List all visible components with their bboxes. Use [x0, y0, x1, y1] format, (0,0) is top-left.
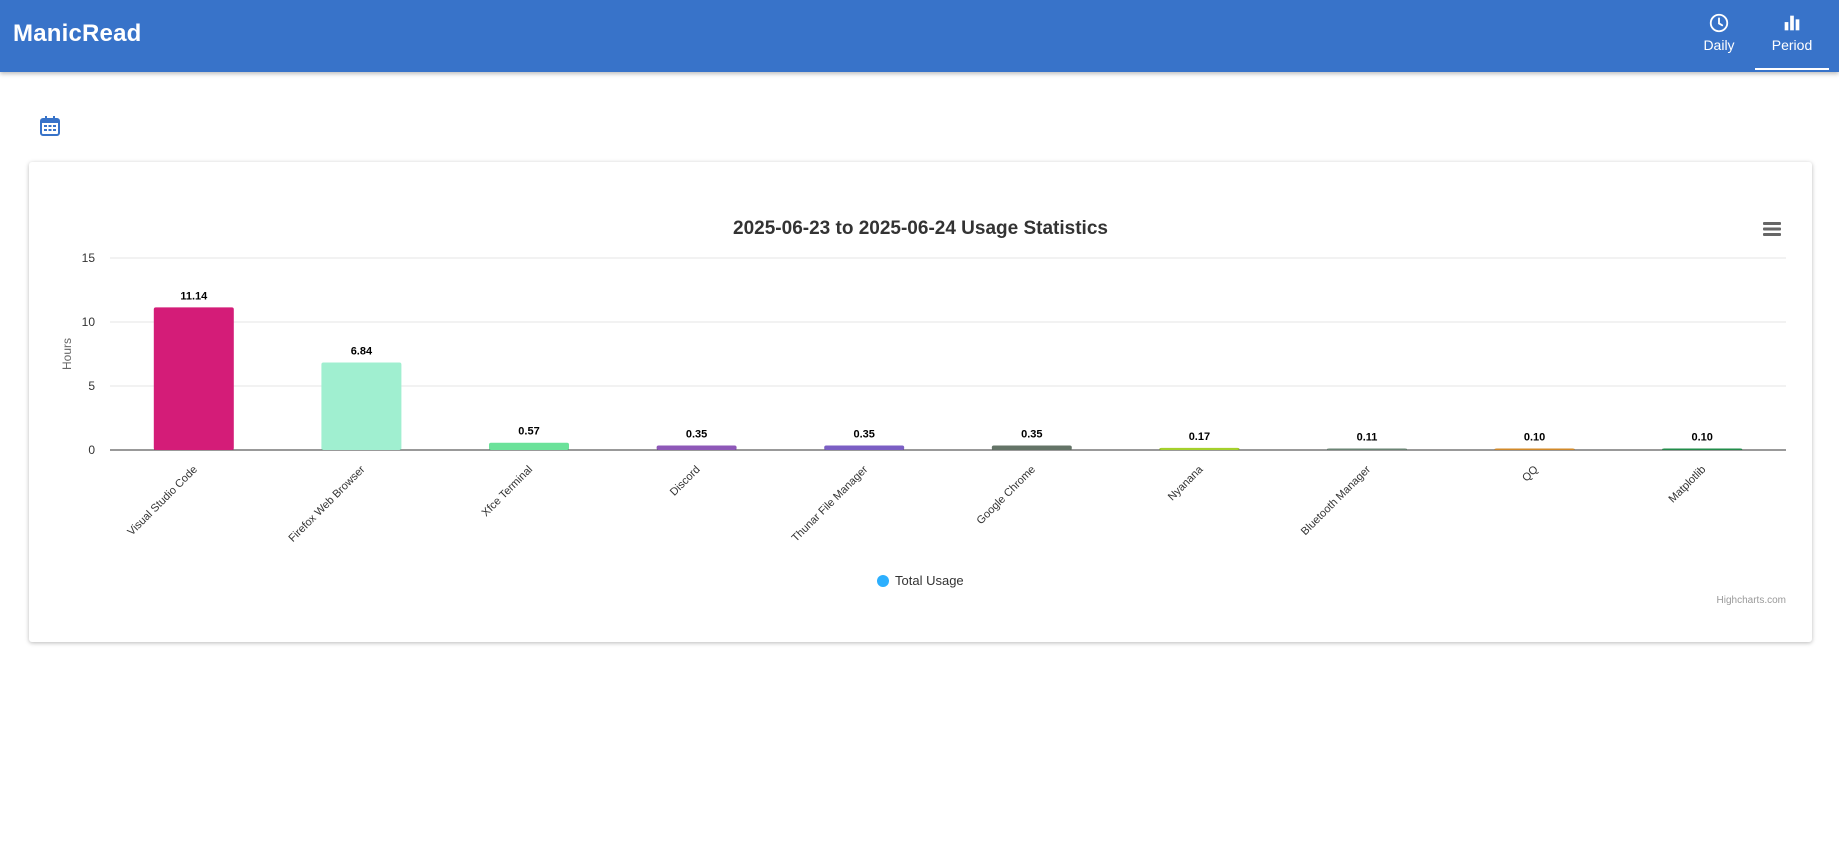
data-label: 0.35	[686, 429, 707, 441]
bar	[1159, 447, 1240, 450]
x-tick-label: QQ	[1520, 463, 1541, 484]
chart-title: 2025-06-23 to 2025-06-24 Usage Statistic…	[733, 218, 1108, 239]
legend-label: Total Usage	[895, 573, 964, 588]
bar	[824, 445, 905, 450]
y-tick-label: 15	[82, 251, 96, 265]
calendar-button[interactable]	[38, 114, 62, 138]
bar	[321, 362, 402, 450]
x-tick-label: Nyanana	[1166, 463, 1206, 503]
chart-menu-icon[interactable]	[1762, 220, 1782, 238]
legend-marker	[877, 575, 889, 587]
bar	[1327, 448, 1407, 450]
data-label: 11.14	[180, 290, 208, 302]
data-label: 0.10	[1691, 432, 1712, 444]
credits-link[interactable]: Highcharts.com	[1716, 595, 1786, 606]
x-tick-label: Google Chrome	[975, 464, 1038, 527]
app-header: ManicRead Daily Period	[0, 0, 1839, 72]
data-label: 0.35	[1021, 429, 1042, 441]
x-tick-label: Bluetooth Manager	[1299, 463, 1373, 537]
data-label: 0.11	[1357, 432, 1378, 444]
y-tick-label: 0	[88, 443, 95, 457]
tab-period-label: Period	[1771, 37, 1813, 53]
bar-chart-icon	[1784, 15, 1800, 31]
y-tick-label: 10	[82, 315, 96, 329]
x-tick-label: Discord	[668, 464, 703, 499]
data-label: 0.35	[853, 429, 874, 441]
data-label: 0.57	[518, 426, 539, 438]
bar	[1494, 448, 1575, 450]
tab-period[interactable]: Period	[1755, 0, 1829, 72]
active-tab-indicator	[1755, 68, 1829, 70]
x-tick-label: Matplotlib	[1667, 464, 1709, 506]
bar	[991, 445, 1072, 450]
x-tick-label: Thunar File Manager	[790, 463, 871, 544]
x-tick-label: Xfce Terminal	[480, 464, 535, 519]
tab-daily[interactable]: Daily	[1682, 0, 1756, 72]
bar-chart: 0 5 10 15 Hours 11.14 Visual Studio Code 6.84 Fi…	[60, 251, 1786, 545]
x-tick-label: Firefox Web Browser	[287, 463, 368, 544]
bar	[489, 442, 569, 450]
data-label: 6.84	[351, 345, 373, 357]
chart-card: 2025-06-23 to 2025-06-24 Usage Statistic…	[29, 162, 1812, 642]
clock-icon	[1709, 13, 1729, 33]
x-tick-label: Visual Studio Code	[125, 464, 200, 539]
bar	[656, 445, 737, 450]
data-label: 0.10	[1524, 432, 1545, 444]
y-tick-label: 5	[88, 379, 95, 393]
tab-daily-label: Daily	[1703, 37, 1735, 53]
app-title: ManicRead	[13, 20, 142, 47]
data-label: 0.17	[1189, 431, 1210, 443]
y-axis-title: Hours	[60, 338, 74, 370]
bar	[1662, 448, 1743, 450]
calendar-icon	[40, 116, 60, 136]
bar	[153, 307, 234, 450]
